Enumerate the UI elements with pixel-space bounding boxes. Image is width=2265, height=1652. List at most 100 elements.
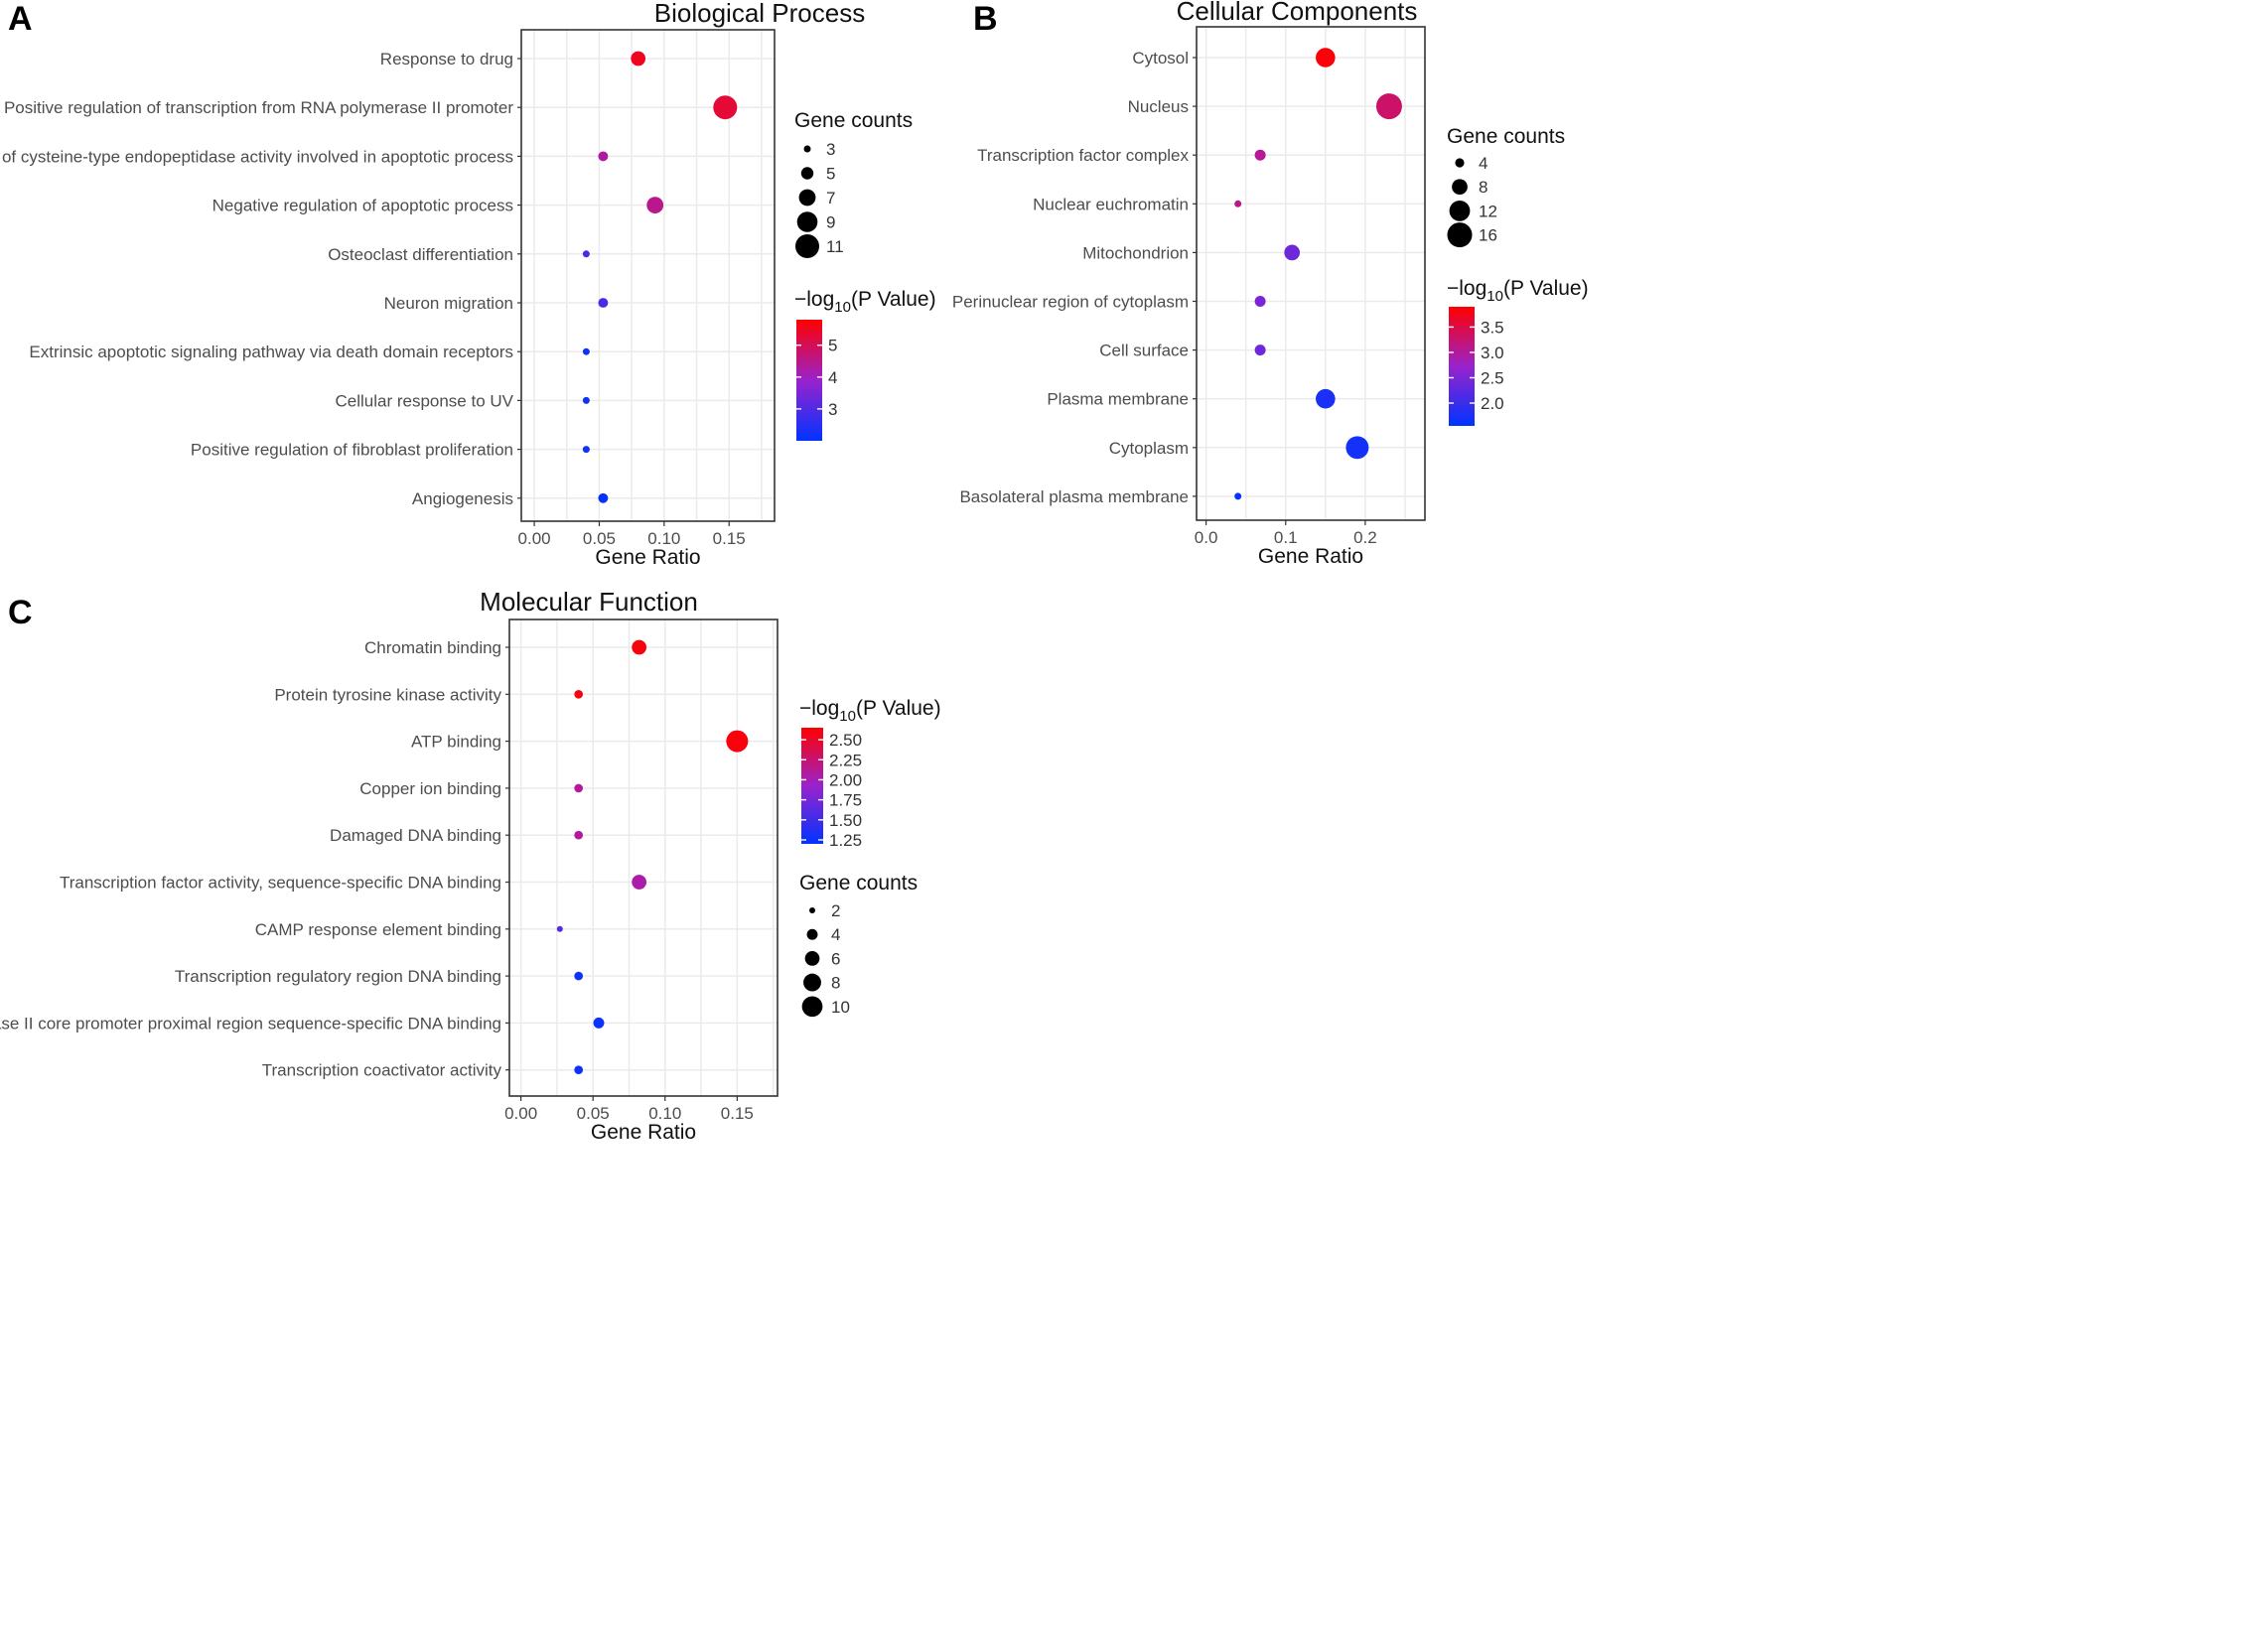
color-legend-label: 2.50 [829, 731, 862, 750]
x-tick-label: 0.05 [577, 1104, 610, 1123]
color-legend-title-sub: 10 [1486, 288, 1503, 305]
data-point [574, 830, 584, 840]
size-legend-dot [1449, 201, 1471, 221]
color-legend-label: 1.75 [829, 791, 862, 810]
data-point [631, 51, 646, 67]
y-tick-label: Response to drug [380, 50, 513, 69]
y-tick-label: Cytoplasm [1109, 439, 1189, 458]
panel-letter: B [973, 0, 998, 38]
y-tick-label: Cell surface [1099, 342, 1189, 360]
data-point [598, 298, 609, 308]
x-tick-label: 0.2 [1353, 528, 1377, 547]
y-tick-label: ATP binding [411, 733, 501, 752]
data-point [1254, 295, 1266, 308]
y-tick-label: Transcription regulatory region DNA bind… [175, 967, 501, 986]
color-legend-label: 2.5 [1481, 368, 1504, 387]
data-point [726, 730, 749, 753]
y-tick-label: RNA polymerase II core promoter proximal… [0, 1014, 501, 1032]
size-legend-dot [803, 145, 811, 153]
data-point [582, 446, 590, 454]
size-legend-label: 4 [1479, 154, 1487, 173]
gridlines [521, 30, 775, 521]
y-tick-label: Nuclear euchromatin [1033, 195, 1189, 213]
panel-c: C Molecular Function Chromatin binding Prot… [0, 587, 941, 1144]
x-axis-title: Gene Ratio [591, 1121, 696, 1144]
panel-b: B Cellular Components Cytosol Nucleus Transc… [952, 0, 1589, 568]
size-legend-dot [804, 951, 820, 966]
panel-a: A Biological Process Response to drug Posit… [0, 0, 936, 569]
color-legend-label: 2.00 [829, 770, 862, 789]
y-tick-label: Positive regulation of cysteine-type end… [0, 147, 513, 166]
data-point [593, 1017, 605, 1029]
x-axis-title: Gene Ratio [595, 546, 700, 569]
size-legend-label: 12 [1479, 202, 1497, 220]
data-point [598, 492, 609, 503]
color-legend: −log10(P Value) 3.5 3.0 2.5 2.0 [1447, 277, 1589, 426]
x-tick-label: 0.1 [1274, 528, 1298, 547]
color-legend: −log10(P Value) 2.502.252.00 1.751.501.25 [799, 697, 941, 850]
size-legend-label: 8 [831, 974, 840, 993]
y-tick-label: Protein tyrosine kinase activity [274, 685, 501, 704]
size-legend-label: 8 [1479, 178, 1487, 197]
data-point [713, 95, 738, 120]
size-legend-dot [798, 189, 816, 206]
color-legend-label: 5 [828, 337, 837, 355]
size-legend-label: 4 [831, 925, 840, 944]
size-legend-label: 7 [826, 189, 835, 207]
x-tick-label: 0.00 [504, 1104, 537, 1123]
size-legend-label: 2 [831, 901, 840, 920]
color-legend-title-sub: 10 [839, 708, 856, 725]
color-legend-label: 1.25 [829, 831, 862, 850]
y-tick-label: Nucleus [1128, 97, 1189, 116]
color-legend-bar [796, 320, 822, 441]
panel-letter: A [8, 0, 33, 38]
y-tick-label: Cellular response to UV [335, 391, 513, 410]
size-legend-title: Gene counts [799, 872, 918, 895]
data-point [632, 639, 646, 655]
data-point [1284, 244, 1301, 261]
data-point [632, 875, 646, 890]
plot-frame [1196, 26, 1426, 521]
panel-letter: C [8, 594, 33, 631]
data-point [598, 151, 609, 162]
x-tick-label: 0.15 [721, 1104, 754, 1123]
data-point [582, 250, 590, 258]
data-point [1234, 492, 1242, 500]
color-legend-label: 1.50 [829, 811, 862, 830]
color-legend: −log10(P Value) 5 4 3 [794, 288, 936, 441]
size-legend-label: 11 [826, 237, 844, 256]
y-tick-label: Perinuclear region of cytoplasm [952, 293, 1189, 312]
size-legend-dot [801, 996, 823, 1018]
data-point [1345, 436, 1369, 460]
x-tick-label: 0.10 [648, 1104, 681, 1123]
gridlines [509, 620, 778, 1096]
y-tick-label: Neuron migration [384, 294, 513, 313]
color-legend-title: −log10(P Value) [794, 288, 936, 316]
y-tick-label: Plasma membrane [1047, 390, 1189, 409]
y-tick-label: Transcription factor complex [977, 146, 1189, 165]
data-point [574, 971, 584, 981]
color-legend-title-suffix: (P Value) [851, 288, 936, 311]
data-point [646, 197, 664, 214]
chart-title: Molecular Function [480, 587, 698, 617]
size-legend-label: 9 [826, 213, 835, 232]
plot-frame [508, 619, 779, 1097]
data-point [582, 347, 590, 355]
size-legend-dot [806, 928, 818, 940]
data-point [1234, 200, 1242, 207]
data-point [1375, 93, 1402, 120]
data-point [574, 1065, 584, 1075]
data-points [556, 639, 749, 1075]
plot-frame [520, 29, 776, 522]
data-point [1254, 149, 1266, 161]
data-point [556, 925, 563, 932]
color-legend-label: 3.5 [1481, 318, 1504, 337]
color-legend-title-suffix: (P Value) [1503, 277, 1589, 300]
y-tick-label: Positive regulation of transcription fro… [4, 98, 513, 117]
color-legend-label: 2.25 [829, 751, 862, 769]
y-tick-label: CAMP response element binding [255, 920, 501, 939]
color-legend-label: 2.0 [1481, 394, 1504, 413]
color-legend-title-prefix: −log [799, 697, 839, 720]
color-legend-label: 3 [828, 400, 837, 419]
